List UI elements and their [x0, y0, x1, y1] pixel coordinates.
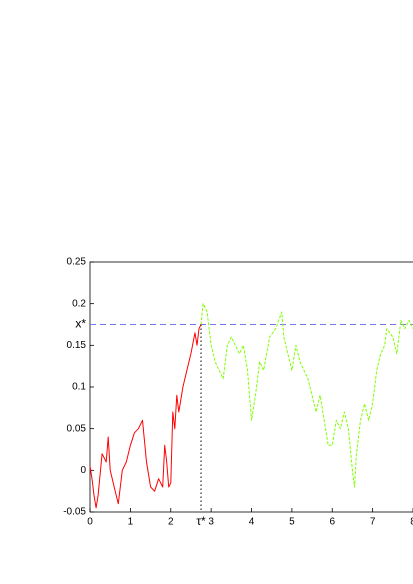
y-tick-label: 0.1: [72, 382, 86, 393]
stopping-time-label: τ*: [196, 514, 206, 528]
plot-frame: [89, 261, 413, 513]
x-tick-label: 6: [329, 517, 335, 528]
series-line: [89, 324, 202, 509]
x-tick-label: 2: [168, 517, 174, 528]
x-tick-label: 0: [87, 517, 93, 528]
y-tick-label: 0.05: [67, 423, 87, 434]
x-tick-label: 5: [289, 517, 295, 528]
x-tick-label: 3: [208, 517, 214, 528]
x-tick-label: 4: [249, 517, 255, 528]
y-tick-label: 0: [80, 465, 86, 476]
series-line: [200, 303, 413, 488]
x-tick-label: 1: [128, 517, 134, 528]
y-tick-label: 0.15: [67, 340, 87, 351]
y-tick-label: 0.2: [72, 298, 86, 309]
x-tick-label: 8: [410, 517, 413, 528]
threshold-label: x*: [75, 317, 86, 331]
x-tick-label: 7: [370, 517, 376, 528]
y-tick-label: 0.25: [67, 257, 87, 268]
y-tick-label: -0.05: [63, 507, 86, 518]
